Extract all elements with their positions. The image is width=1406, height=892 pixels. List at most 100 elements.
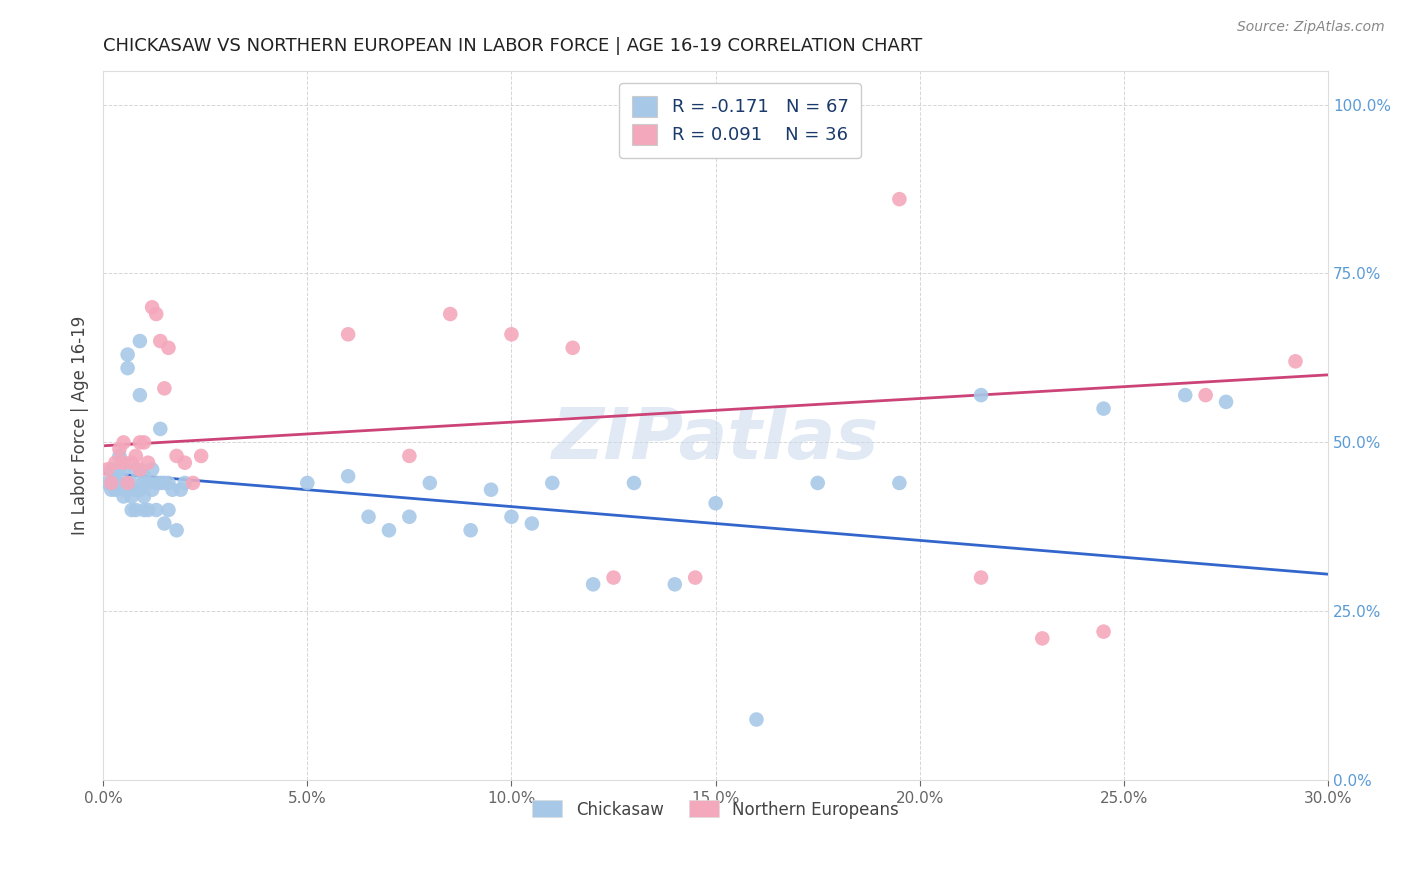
Point — [141, 300, 163, 314]
Point — [145, 475, 167, 490]
Point — [117, 361, 139, 376]
Point — [104, 469, 127, 483]
Point — [125, 483, 148, 497]
Point — [970, 388, 993, 402]
Point — [136, 456, 159, 470]
Point — [157, 503, 180, 517]
Point — [479, 483, 502, 497]
Point — [112, 456, 135, 470]
Point — [117, 475, 139, 490]
Point — [664, 577, 686, 591]
Point — [121, 475, 143, 490]
Point — [121, 490, 143, 504]
Point — [889, 192, 911, 206]
Point — [132, 490, 155, 504]
Point — [112, 462, 135, 476]
Point — [1194, 388, 1216, 402]
Point — [501, 509, 523, 524]
Point — [132, 503, 155, 517]
Point — [100, 483, 122, 497]
Point — [970, 571, 993, 585]
Point — [889, 475, 911, 490]
Point — [1284, 354, 1306, 368]
Point — [128, 388, 150, 402]
Point — [108, 462, 131, 476]
Point — [153, 475, 176, 490]
Point — [117, 347, 139, 361]
Point — [145, 503, 167, 517]
Point — [132, 435, 155, 450]
Point — [623, 475, 645, 490]
Point — [157, 341, 180, 355]
Point — [149, 422, 172, 436]
Point — [136, 475, 159, 490]
Point — [460, 523, 482, 537]
Point — [96, 462, 118, 476]
Point — [166, 523, 188, 537]
Point — [149, 475, 172, 490]
Point — [173, 456, 195, 470]
Point — [112, 483, 135, 497]
Point — [104, 475, 127, 490]
Point — [108, 442, 131, 457]
Point — [108, 475, 131, 490]
Point — [602, 571, 624, 585]
Point — [128, 462, 150, 476]
Point — [520, 516, 543, 531]
Point — [807, 475, 830, 490]
Point — [704, 496, 727, 510]
Point — [1215, 395, 1237, 409]
Point — [745, 713, 768, 727]
Point — [337, 469, 360, 483]
Point — [357, 509, 380, 524]
Point — [149, 334, 172, 348]
Point — [1031, 632, 1053, 646]
Point — [541, 475, 564, 490]
Point — [117, 475, 139, 490]
Point — [112, 456, 135, 470]
Point — [104, 483, 127, 497]
Point — [145, 307, 167, 321]
Point — [141, 462, 163, 476]
Point — [398, 449, 420, 463]
Point — [501, 327, 523, 342]
Point — [297, 475, 319, 490]
Point — [190, 449, 212, 463]
Point — [683, 571, 706, 585]
Legend: Chickasaw, Northern Europeans: Chickasaw, Northern Europeans — [526, 794, 905, 825]
Point — [125, 462, 148, 476]
Point — [1092, 401, 1115, 416]
Point — [1174, 388, 1197, 402]
Point — [337, 327, 360, 342]
Point — [125, 449, 148, 463]
Point — [582, 577, 605, 591]
Point — [96, 475, 118, 490]
Point — [181, 475, 204, 490]
Point — [170, 483, 193, 497]
Point — [561, 341, 583, 355]
Point — [398, 509, 420, 524]
Text: ZIPatlas: ZIPatlas — [553, 405, 879, 475]
Point — [162, 483, 184, 497]
Point — [112, 490, 135, 504]
Point — [166, 449, 188, 463]
Point — [108, 449, 131, 463]
Point — [125, 503, 148, 517]
Point — [128, 435, 150, 450]
Point — [439, 307, 461, 321]
Point — [100, 475, 122, 490]
Text: Source: ZipAtlas.com: Source: ZipAtlas.com — [1237, 20, 1385, 34]
Point — [419, 475, 441, 490]
Point — [378, 523, 401, 537]
Point — [121, 503, 143, 517]
Point — [132, 475, 155, 490]
Point — [725, 97, 748, 112]
Point — [136, 503, 159, 517]
Point — [100, 462, 122, 476]
Point — [104, 456, 127, 470]
Point — [1092, 624, 1115, 639]
Point — [132, 469, 155, 483]
Point — [128, 483, 150, 497]
Y-axis label: In Labor Force | Age 16-19: In Labor Force | Age 16-19 — [72, 316, 89, 535]
Point — [173, 475, 195, 490]
